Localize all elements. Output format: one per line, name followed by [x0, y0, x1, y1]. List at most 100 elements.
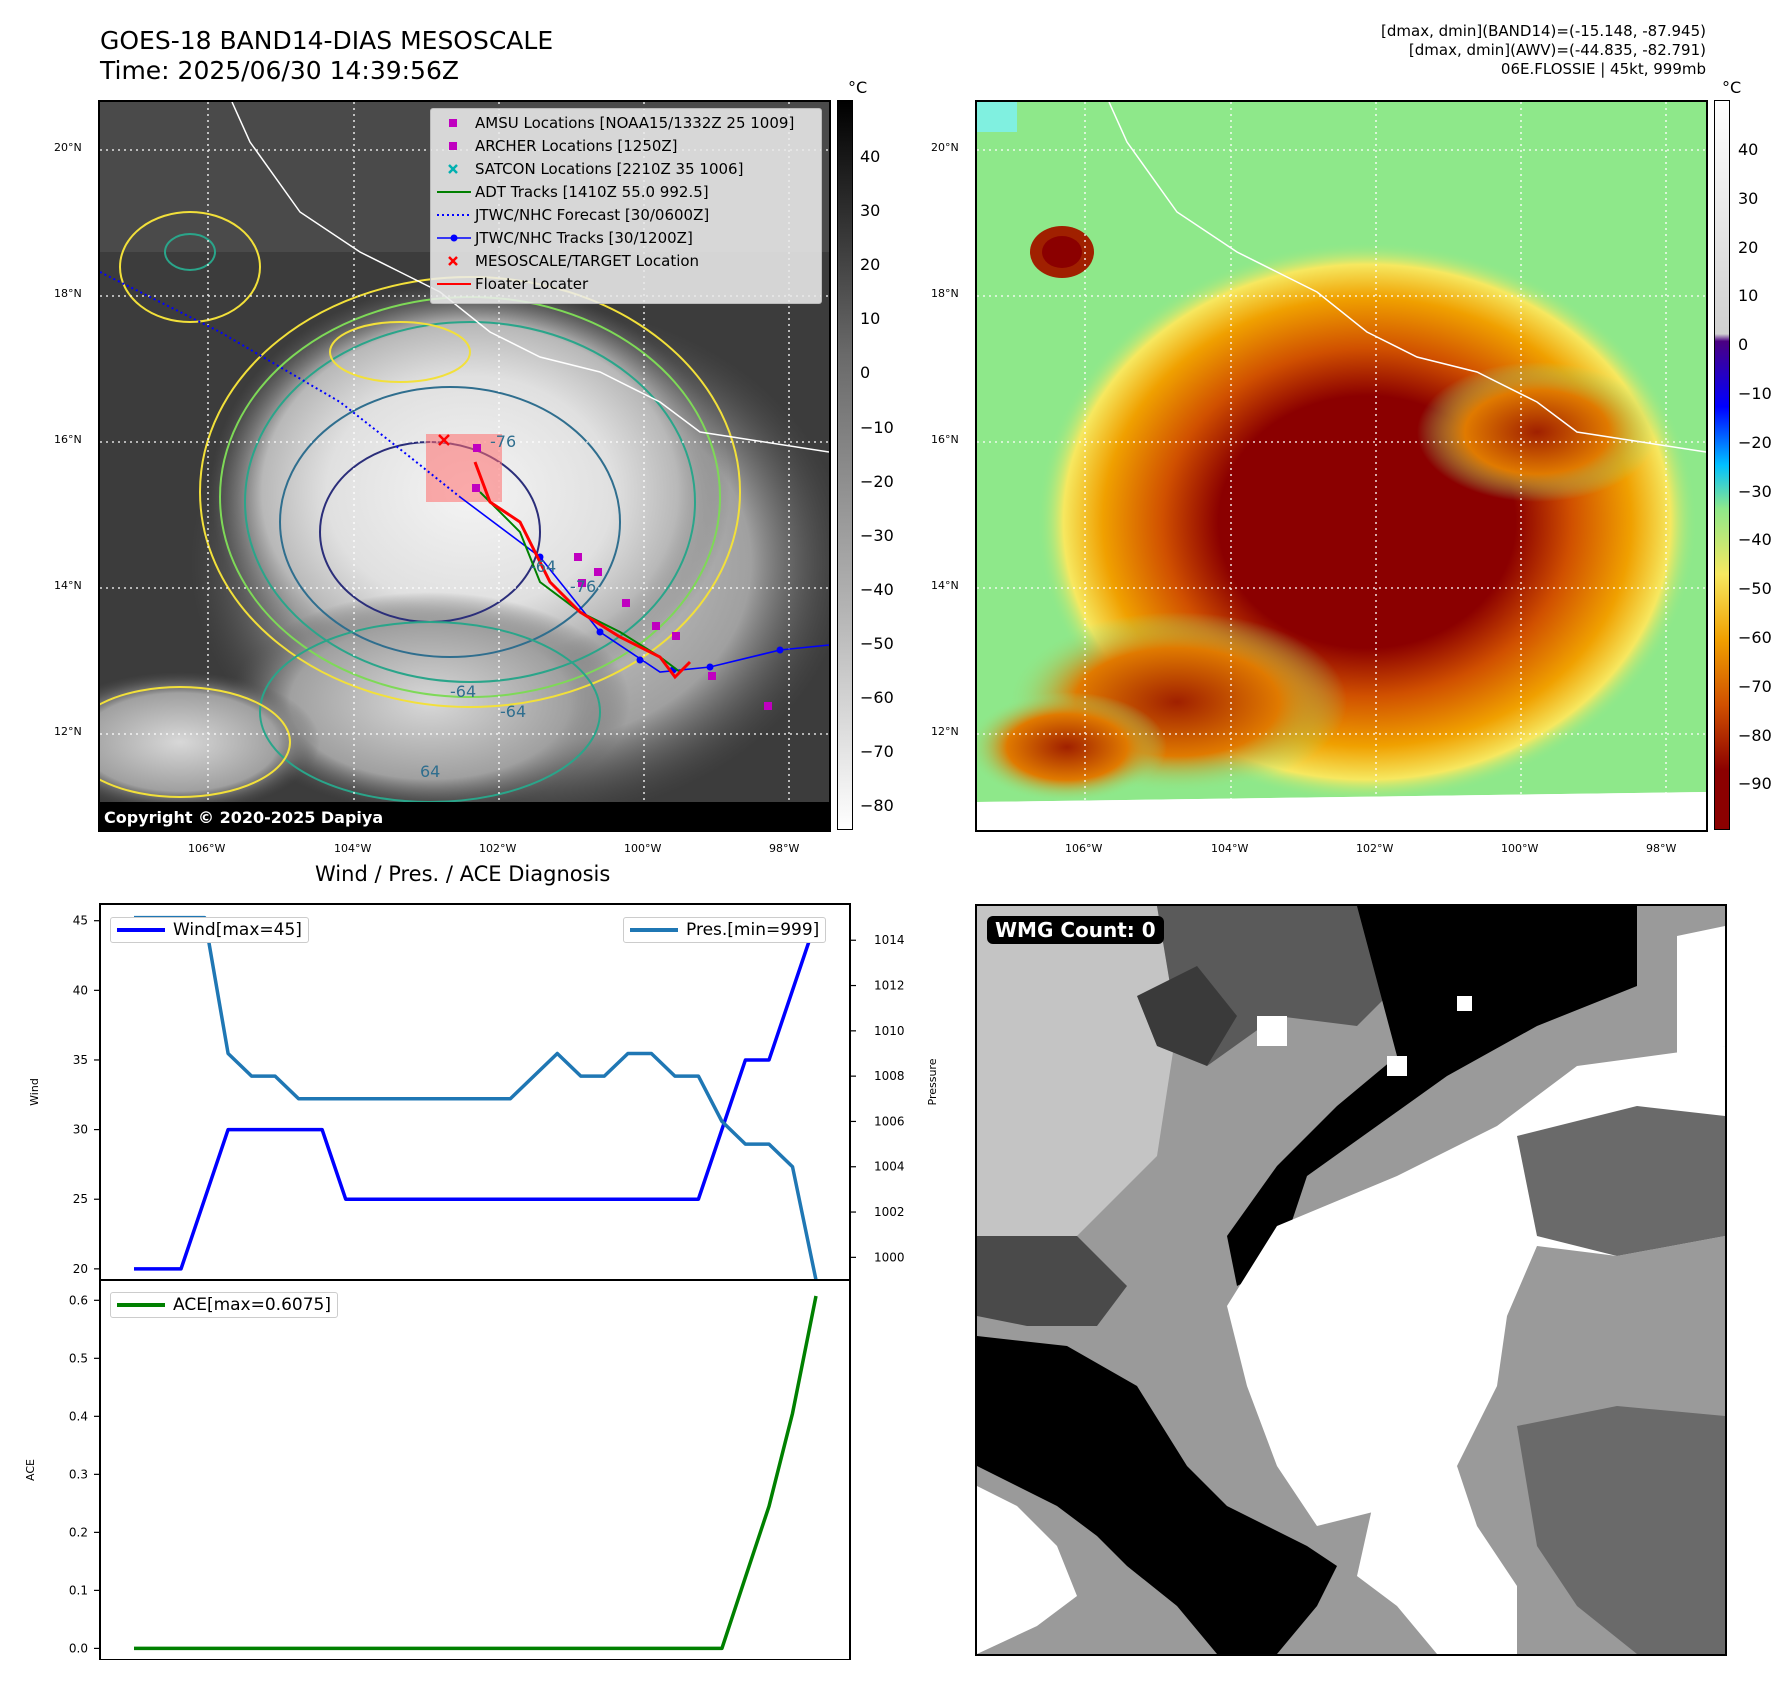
- ir-map-panel: -76 -64 -64 -64 -76 64 Copyright © 2020-…: [98, 100, 831, 832]
- colorbar-tick-label: −20: [860, 471, 894, 491]
- legend-symbol: [431, 203, 475, 226]
- ace-tick-label: 0.3: [69, 1467, 88, 1481]
- ace-tick-label: 0.2: [69, 1525, 88, 1539]
- wind-series-line: [134, 920, 818, 1271]
- pres-axis-title: Pressure: [926, 1058, 939, 1105]
- lat-tick-label: 20°N: [54, 141, 82, 154]
- pres-legend: Pres.[min=999]: [623, 917, 827, 943]
- wind-tick-label: 35: [73, 1053, 88, 1067]
- lon-tick-label: 106°W: [188, 842, 226, 855]
- colorbar-tick-label: −50: [1738, 579, 1772, 599]
- band14-range: [dmax, dmin](BAND14)=(-15.148, -87.945): [1381, 22, 1706, 40]
- colorbar-tick-label: −10: [1738, 384, 1772, 403]
- colorbar-tick-label: 30: [1738, 188, 1759, 208]
- awv-colorbar-unit: °C: [1722, 78, 1742, 97]
- colorbar-tick-label: −40: [860, 579, 894, 599]
- pres-tick-label: 1000: [874, 1250, 905, 1264]
- lat-tick-label: 20°N: [931, 141, 959, 154]
- wmg-count-badge: WMG Count: 0: [987, 916, 1164, 944]
- legend-symbol: [431, 272, 475, 295]
- ir-colorbar-unit: °C: [848, 78, 868, 97]
- legend-item: ADT Tracks [1410Z 55.0 992.5]: [431, 180, 821, 203]
- ir-colorbar: [837, 100, 853, 830]
- lon-tick-label: 98°W: [769, 842, 800, 855]
- colorbar-tick-label: −70: [1738, 676, 1772, 696]
- colorbar-tick-label: −60: [1738, 628, 1772, 647]
- pres-tick-label: 1006: [874, 1114, 905, 1128]
- lon-tick-label: 104°W: [334, 842, 372, 855]
- legend-label: JTWC/NHC Forecast [30/0600Z]: [475, 205, 710, 224]
- colorbar-tick-label: −80: [1738, 725, 1772, 745]
- colorbar-tick-label: −30: [860, 525, 894, 545]
- contour-label: -76: [570, 577, 597, 596]
- awv-map-image: [977, 102, 1706, 830]
- legend-label: JTWC/NHC Tracks [30/1200Z]: [475, 228, 693, 247]
- legend-symbol: [431, 180, 475, 203]
- ace-axes-frame: [99, 1279, 851, 1660]
- lon-tick-label: 106°W: [1065, 842, 1103, 855]
- wind-legend-line: [117, 928, 165, 932]
- wind-tick-label: 45: [73, 914, 88, 928]
- legend-symbol: [431, 157, 475, 180]
- legend-label: SATCON Locations [2210Z 35 1006]: [475, 159, 744, 178]
- colorbar-tick-label: −10: [860, 417, 894, 437]
- contour-label: -64: [450, 682, 477, 701]
- legend-label: AMSU Locations [NOAA15/1332Z 25 1009]: [475, 113, 795, 132]
- lat-tick-label: 18°N: [931, 287, 959, 300]
- pres-tick-label: 1010: [874, 1024, 905, 1038]
- pres-tick-label: 1008: [874, 1069, 905, 1083]
- colorbar-tick-label: 10: [860, 309, 881, 329]
- colorbar-tick-label: −70: [860, 742, 894, 762]
- pres-legend-label: Pres.[min=999]: [686, 920, 820, 940]
- colorbar-tick-label: 20: [860, 255, 881, 275]
- colorbar-tick-label: −90: [1738, 774, 1772, 794]
- lat-tick-label: 18°N: [54, 287, 82, 300]
- storm-info: 06E.FLOSSIE | 45kt, 999mb: [1500, 60, 1706, 78]
- lon-tick-label: 100°W: [1501, 842, 1539, 855]
- time-stamp: Time: 2025/06/30 14:39:56Z: [100, 56, 459, 85]
- colorbar-tick-label: 40: [860, 147, 881, 166]
- legend-item: JTWC/NHC Tracks [30/1200Z]: [431, 226, 821, 249]
- legend-item: AMSU Locations [NOAA15/1332Z 25 1009]: [431, 111, 821, 134]
- colorbar-tick-label: −50: [860, 633, 894, 653]
- pres-series-line: [134, 915, 818, 1281]
- pres-legend-line: [630, 928, 678, 932]
- legend-label: ADT Tracks [1410Z 55.0 992.5]: [475, 182, 709, 201]
- lat-tick-label: 12°N: [931, 725, 959, 738]
- wind-tick-label: 25: [73, 1192, 88, 1206]
- ace-tick-label: 0.0: [69, 1641, 88, 1655]
- map-legend: AMSU Locations [NOAA15/1332Z 25 1009] ARC…: [430, 108, 822, 304]
- ace-tick-label: 0.5: [69, 1351, 88, 1365]
- copyright-text: Copyright © 2020-2025 Dapiya: [104, 808, 384, 827]
- lat-tick-label: 14°N: [931, 579, 959, 592]
- pres-tick-label: 1004: [874, 1160, 905, 1174]
- pres-tick-label: 1014: [874, 933, 905, 947]
- awv-map-panel: [975, 100, 1708, 832]
- pres-tick-label: 1012: [874, 979, 905, 993]
- colorbar-tick-label: −60: [860, 688, 894, 707]
- main-title: GOES-18 BAND14-DIAS MESOSCALE: [100, 26, 554, 55]
- ace-legend-line: [117, 1303, 165, 1307]
- colorbar-tick-label: −80: [860, 796, 894, 816]
- colorbar-tick-label: 0: [860, 363, 871, 383]
- legend-label: ARCHER Locations [1250Z]: [475, 136, 678, 155]
- ace-tick-label: 0.6: [69, 1293, 88, 1307]
- colorbar-tick-label: 0: [1738, 335, 1749, 355]
- wmg-panel: WMG Count: 0: [975, 904, 1727, 1656]
- colorbar-tick-label: −30: [1738, 481, 1772, 501]
- wind-tick-label: 20: [73, 1262, 88, 1276]
- legend-symbol: [431, 134, 475, 157]
- colorbar-tick-label: 40: [1738, 140, 1759, 159]
- diag-chart: 20 25 30 35 40 45 1000 1002 1004 1006 1008 1010 1012…: [24, 903, 939, 1660]
- contour-label: -64: [500, 702, 527, 721]
- lon-tick-label: 98°W: [1646, 842, 1677, 855]
- ace-legend-label: ACE[max=0.6075]: [173, 1295, 331, 1315]
- lon-tick-label: 104°W: [1211, 842, 1249, 855]
- colorbar-tick-label: −20: [1738, 432, 1772, 452]
- legend-item: ARCHER Locations [1250Z]: [431, 134, 821, 157]
- contour-label: -76: [490, 432, 517, 451]
- wmg-image: [977, 906, 1725, 1654]
- ace-legend: ACE[max=0.6075]: [110, 1292, 338, 1318]
- lon-tick-label: 100°W: [624, 842, 662, 855]
- colorbar-tick-label: −40: [1738, 530, 1772, 550]
